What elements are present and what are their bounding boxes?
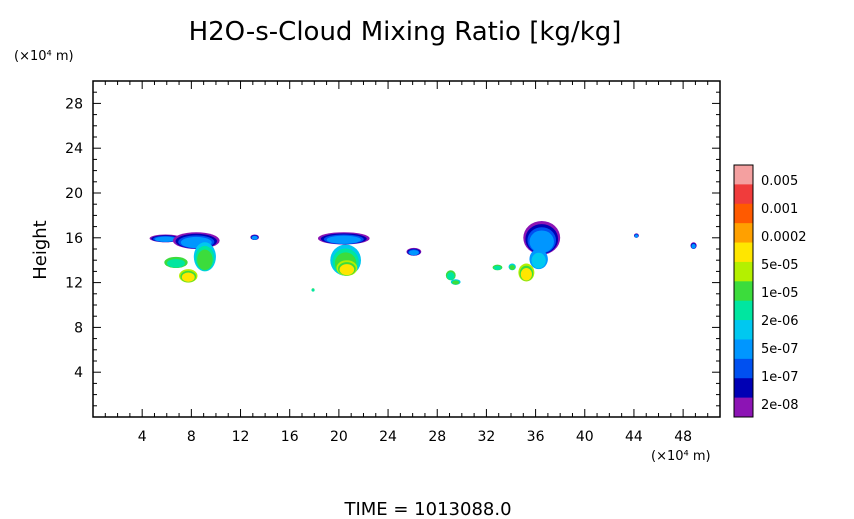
- colorbar-frame: [733, 164, 754, 418]
- y-tick-label: 4: [74, 365, 83, 381]
- colorbar-label: 5e-05: [761, 258, 799, 273]
- colorbar-swatch: [734, 397, 753, 418]
- x-tick-label: 8: [187, 429, 196, 445]
- y-tick-label: 24: [65, 141, 83, 157]
- colorbar: [733, 164, 754, 418]
- cloud-blob: [339, 264, 355, 276]
- colorbar-swatch: [734, 320, 753, 340]
- colorbar-swatch: [734, 281, 753, 302]
- x-tick-label: 32: [477, 429, 495, 445]
- cloud-blob: [154, 236, 177, 242]
- colorbar-swatch: [734, 300, 753, 321]
- colorbar-swatch: [734, 184, 753, 205]
- cloud-blob: [166, 258, 186, 268]
- x-unit-label: (×10⁴ m): [651, 449, 711, 464]
- colorbar-label: 0.0002: [761, 230, 807, 245]
- cloud-blob: [509, 265, 515, 270]
- colorbar-swatch: [734, 165, 753, 185]
- cloud-blob: [197, 249, 213, 270]
- cloud-blob: [251, 236, 258, 240]
- colorbar-label: 1e-05: [761, 286, 799, 301]
- colorbar-label: 2e-08: [761, 398, 799, 413]
- cloud-blob: [529, 230, 554, 253]
- x-tick-labels: 4 8 12 16 20 24 28 32 36 40 44 48: [138, 429, 692, 445]
- x-tick-label: 40: [576, 429, 594, 445]
- cloud-field: [149, 221, 697, 292]
- y-tick-label: 28: [65, 96, 83, 112]
- cloud-blob: [326, 235, 361, 244]
- axis-ticks: [93, 81, 720, 417]
- y-tick-label: 8: [74, 320, 83, 336]
- colorbar-swatch: [734, 223, 753, 244]
- plot-frame: [92, 80, 721, 418]
- x-tick-label: 12: [232, 429, 250, 445]
- cloud-blob: [691, 244, 696, 249]
- x-tick-label: 24: [379, 429, 397, 445]
- x-tick-label: 28: [428, 429, 446, 445]
- x-tick-label: 48: [674, 429, 692, 445]
- y-tick-labels: 4 8 12 16 20 24 28: [65, 96, 83, 381]
- cloud-blob: [311, 288, 315, 292]
- cloud-blob: [181, 272, 195, 282]
- cloud-blob: [452, 280, 460, 285]
- colorbar-label: 2e-06: [761, 314, 799, 329]
- colorbar-swatch: [734, 203, 753, 224]
- y-tick-label: 20: [65, 186, 83, 202]
- cloud-blob: [531, 252, 546, 269]
- x-tick-label: 44: [625, 429, 643, 445]
- x-tick-label: 4: [138, 429, 147, 445]
- colorbar-labels: 0.005 0.001 0.0002 5e-05 1e-05 2e-06 5e-07 1e-0…: [761, 174, 807, 413]
- colorbar-label: 0.001: [761, 202, 798, 217]
- y-axis-label: Height: [30, 220, 51, 280]
- colorbar-label: 0.005: [761, 174, 798, 189]
- y-unit-label: (×10⁴ m): [14, 49, 74, 64]
- colorbar-swatch: [734, 242, 753, 263]
- chart-title: H2O-s-Cloud Mixing Ratio [kg/kg]: [189, 17, 622, 47]
- cloud-blob: [634, 234, 639, 238]
- time-footer: TIME = 1013088.0: [343, 499, 511, 519]
- y-tick-label: 12: [65, 276, 83, 292]
- colorbar-swatch: [734, 358, 753, 379]
- cloud-blob: [520, 268, 532, 281]
- colorbar-swatch: [734, 261, 753, 282]
- cloud-blob: [446, 272, 455, 280]
- colorbar-swatch: [734, 378, 753, 399]
- cloud-blob: [493, 265, 502, 271]
- colorbar-label: 5e-07: [761, 342, 799, 357]
- x-tick-label: 16: [281, 429, 299, 445]
- colorbar-swatch: [734, 339, 753, 360]
- x-tick-label: 36: [527, 429, 545, 445]
- y-tick-label: 16: [65, 231, 83, 247]
- colorbar-label: 1e-07: [761, 370, 799, 385]
- cloud-blob: [408, 250, 419, 256]
- x-tick-label: 20: [330, 429, 348, 445]
